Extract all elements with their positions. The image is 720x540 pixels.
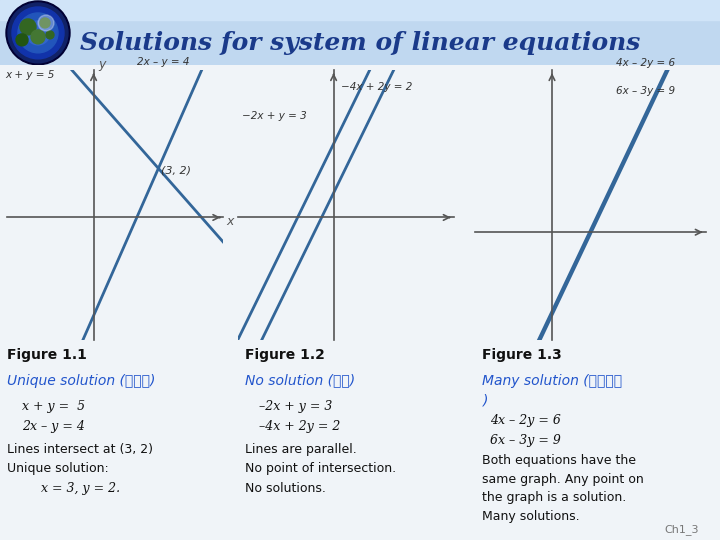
Circle shape	[20, 19, 36, 35]
Circle shape	[31, 30, 45, 44]
Text: –4x + 2y = 2: –4x + 2y = 2	[259, 420, 341, 433]
Circle shape	[18, 13, 58, 53]
Text: −4x + 2y = 2: −4x + 2y = 2	[341, 82, 412, 92]
Text: x = 3, y = 2.: x = 3, y = 2.	[29, 482, 120, 495]
Text: Many solutions.: Many solutions.	[482, 510, 580, 523]
Text: Lines are parallel.: Lines are parallel.	[245, 443, 356, 456]
Text: Unique solution:: Unique solution:	[7, 462, 109, 475]
Text: x + y =  5: x + y = 5	[22, 400, 85, 413]
Text: ): )	[482, 393, 487, 407]
Text: No point of intersection.: No point of intersection.	[245, 462, 396, 475]
Circle shape	[12, 7, 64, 59]
Text: –2x + y = 3: –2x + y = 3	[259, 400, 333, 413]
Text: Solutions for system of linear equations: Solutions for system of linear equations	[80, 31, 640, 55]
Text: 4x – 2y = 6: 4x – 2y = 6	[616, 58, 675, 68]
Text: Many solution (無限多解: Many solution (無限多解	[482, 374, 623, 388]
Text: Figure 1.1: Figure 1.1	[7, 348, 87, 362]
Text: Figure 1.3: Figure 1.3	[482, 348, 562, 362]
Bar	[0, 0, 720, 20]
Text: 2x – y = 4: 2x – y = 4	[137, 57, 189, 68]
Text: 2x – y = 4: 2x – y = 4	[22, 420, 84, 433]
Text: same graph. Any point on: same graph. Any point on	[482, 472, 644, 485]
Text: 6x – 3y = 9: 6x – 3y = 9	[616, 86, 675, 97]
Circle shape	[26, 21, 50, 45]
Text: x + y = 5: x + y = 5	[5, 70, 55, 79]
Circle shape	[38, 15, 54, 31]
Circle shape	[6, 1, 70, 65]
Circle shape	[16, 34, 28, 46]
Text: No solution (無解): No solution (無解)	[245, 374, 355, 388]
Circle shape	[8, 3, 68, 63]
Text: No solutions.: No solutions.	[245, 482, 325, 495]
Circle shape	[46, 31, 54, 39]
Text: Lines intersect at (3, 2): Lines intersect at (3, 2)	[7, 443, 153, 456]
Text: x: x	[226, 215, 234, 228]
Text: −2x + y = 3: −2x + y = 3	[243, 111, 307, 122]
Text: Ch1_3: Ch1_3	[664, 524, 698, 535]
Text: Figure 1.2: Figure 1.2	[245, 348, 325, 362]
Circle shape	[40, 18, 50, 28]
Text: Unique solution (唯一解): Unique solution (唯一解)	[7, 374, 156, 388]
Text: 6x – 3y = 9: 6x – 3y = 9	[490, 434, 560, 447]
Text: 4x – 2y = 6: 4x – 2y = 6	[490, 414, 560, 427]
Text: the graph is a solution.: the graph is a solution.	[482, 491, 626, 504]
Text: Both equations have the: Both equations have the	[482, 454, 636, 467]
Text: (3, 2): (3, 2)	[161, 165, 191, 176]
Text: y: y	[98, 58, 105, 71]
